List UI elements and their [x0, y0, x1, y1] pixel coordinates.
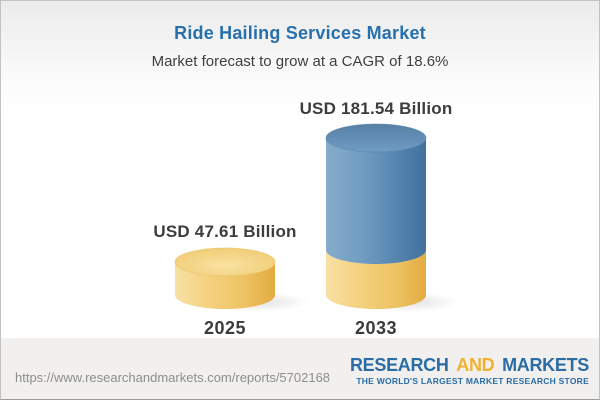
value-label-2033: USD 181.54 Billion: [299, 99, 453, 118]
value-label-2025: USD 47.61 Billion: [153, 222, 297, 241]
year-label-2033: 2033: [354, 318, 398, 338]
report-url: https://www.researchandmarkets.com/repor…: [15, 370, 331, 385]
logo-word-and: AND: [456, 355, 495, 375]
footer-bar: https://www.researchandmarkets.com/repor…: [1, 338, 599, 399]
logo-word-research: RESEARCH: [349, 355, 449, 375]
chart-header: Ride Hailing Services Market Market fore…: [1, 1, 599, 70]
bar-2033-cylinder: [325, 123, 427, 309]
logo-wordmark: RESEARCH AND MARKETS: [350, 356, 589, 374]
bar-2025-cylinder: [174, 247, 276, 309]
research-and-markets-logo: RESEARCH AND MARKETS THE WORLD'S LARGEST…: [350, 356, 589, 386]
bar-2033-base-segment: [326, 250, 426, 309]
logo-word-markets: MARKETS: [502, 355, 589, 375]
logo-tagline: THE WORLD'S LARGEST MARKET RESEARCH STOR…: [356, 376, 589, 386]
page-title: Ride Hailing Services Market: [174, 23, 426, 43]
page-subtitle: Market forecast to grow at a CAGR of 18.…: [151, 53, 449, 70]
year-label-2025: 2025: [203, 318, 247, 338]
bar-2033-blue-segment: [326, 138, 426, 264]
